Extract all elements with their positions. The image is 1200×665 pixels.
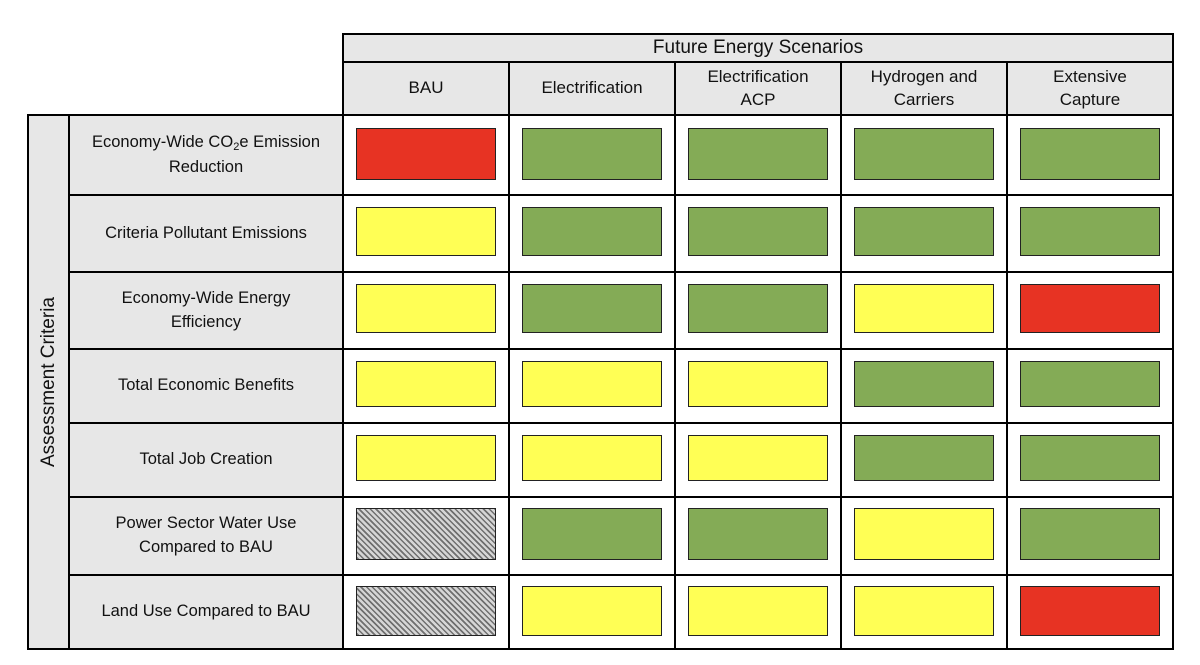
- scenario-header-electrification: Electrification: [508, 61, 676, 116]
- rating-swatch-yellow: [356, 361, 496, 407]
- rating-cell-r3-bau: [342, 271, 510, 350]
- rating-cell-r5-electrification: [508, 422, 676, 498]
- criterion-label-energy-efficiency: Economy-Wide Energy Efficiency: [68, 271, 344, 350]
- rating-cell-r7-extensive-capture: [1006, 574, 1174, 650]
- criterion-text: Economy-Wide CO2e Emission Reduction: [91, 132, 321, 176]
- rating-swatch-green: [522, 207, 662, 256]
- scenario-label: BAU: [408, 78, 444, 98]
- rating-cell-r6-electrification-acp: [674, 496, 842, 576]
- rating-cell-r3-hydrogen-and-carriers: [840, 271, 1008, 350]
- scenario-label: Electrification ACP: [707, 66, 809, 109]
- rating-swatch-green: [522, 284, 662, 333]
- rating-cell-r7-hydrogen-and-carriers: [840, 574, 1008, 650]
- rating-swatch-red: [356, 128, 496, 180]
- rating-cell-r3-electrification-acp: [674, 271, 842, 350]
- scenario-label: Hydrogen and Carriers: [870, 66, 978, 109]
- header-title: Future Energy Scenarios: [652, 37, 864, 58]
- rating-cell-r3-electrification: [508, 271, 676, 350]
- axis-label-text: Assessment Criteria: [37, 297, 59, 467]
- rating-swatch-yellow: [356, 284, 496, 333]
- rating-cell-r5-electrification-acp: [674, 422, 842, 498]
- rating-swatch-green: [1020, 508, 1160, 560]
- rating-cell-r4-hydrogen-and-carriers: [840, 348, 1008, 424]
- rating-swatch-green: [854, 128, 994, 180]
- scenario-header-electrification-acp: Electrification ACP: [674, 61, 842, 116]
- rating-cell-r7-electrification: [508, 574, 676, 650]
- rating-cell-r1-bau: [342, 114, 510, 196]
- criterion-label-economic-benefits: Total Economic Benefits: [68, 348, 344, 424]
- rating-swatch-green: [1020, 361, 1160, 407]
- rating-swatch-hatch: [356, 586, 496, 636]
- rating-cell-r2-bau: [342, 194, 510, 273]
- scenario-header-bau: BAU: [342, 61, 510, 116]
- rating-cell-r4-extensive-capture: [1006, 348, 1174, 424]
- rating-swatch-yellow: [522, 435, 662, 481]
- rating-swatch-green: [522, 508, 662, 560]
- rating-cell-r7-electrification-acp: [674, 574, 842, 650]
- rating-swatch-yellow: [356, 435, 496, 481]
- rating-swatch-green: [1020, 435, 1160, 481]
- criterion-label-water-use: Power Sector Water Use Compared to BAU: [68, 496, 344, 576]
- rating-swatch-yellow: [522, 586, 662, 636]
- rating-cell-r2-electrification-acp: [674, 194, 842, 273]
- scenario-label: Extensive Capture: [1053, 66, 1127, 109]
- rating-swatch-green: [854, 361, 994, 407]
- rating-swatch-yellow: [688, 435, 828, 481]
- scenario-header-hydrogen-and-carriers: Hydrogen and Carriers: [840, 61, 1008, 116]
- rating-cell-r1-electrification: [508, 114, 676, 196]
- future-energy-scenarios-header: Future Energy Scenarios: [342, 33, 1174, 63]
- criterion-text: Total Job Creation: [139, 450, 273, 469]
- criterion-label-land-use: Land Use Compared to BAU: [68, 574, 344, 650]
- criterion-text: Total Economic Benefits: [117, 376, 295, 395]
- rating-swatch-green: [522, 128, 662, 180]
- rating-cell-r5-extensive-capture: [1006, 422, 1174, 498]
- rating-cell-r4-electrification: [508, 348, 676, 424]
- criterion-text: Economy-Wide Energy Efficiency: [121, 288, 291, 331]
- assessment-criteria-axis-label: Assessment Criteria: [27, 114, 70, 650]
- rating-cell-r4-bau: [342, 348, 510, 424]
- rating-swatch-green: [688, 284, 828, 333]
- criterion-label-criteria-pollutant: Criteria Pollutant Emissions: [68, 194, 344, 273]
- rating-swatch-green: [854, 435, 994, 481]
- rating-cell-r3-extensive-capture: [1006, 271, 1174, 350]
- rating-cell-r1-electrification-acp: [674, 114, 842, 196]
- criterion-label-emission-reduction: Economy-Wide CO2e Emission Reduction: [68, 114, 344, 196]
- rating-swatch-yellow: [854, 508, 994, 560]
- rating-swatch-yellow: [688, 361, 828, 407]
- rating-swatch-green: [688, 508, 828, 560]
- rating-cell-r2-electrification: [508, 194, 676, 273]
- criterion-text: Criteria Pollutant Emissions: [105, 223, 307, 242]
- rating-cell-r6-extensive-capture: [1006, 496, 1174, 576]
- rating-swatch-yellow: [522, 361, 662, 407]
- rating-cell-r1-hydrogen-and-carriers: [840, 114, 1008, 196]
- rating-cell-r5-hydrogen-and-carriers: [840, 422, 1008, 498]
- scenario-header-extensive-capture: Extensive Capture: [1006, 61, 1174, 116]
- criterion-label-job-creation: Total Job Creation: [68, 422, 344, 498]
- rating-swatch-yellow: [356, 207, 496, 256]
- rating-cell-r7-bau: [342, 574, 510, 650]
- rating-swatch-green: [1020, 207, 1160, 256]
- rating-swatch-yellow: [854, 284, 994, 333]
- rating-cell-r6-hydrogen-and-carriers: [840, 496, 1008, 576]
- rating-swatch-yellow: [688, 586, 828, 636]
- rating-swatch-green: [1020, 128, 1160, 180]
- rating-cell-r2-hydrogen-and-carriers: [840, 194, 1008, 273]
- scenario-label: Electrification: [541, 78, 643, 98]
- criterion-text: Land Use Compared to BAU: [101, 602, 311, 621]
- rating-swatch-red: [1020, 284, 1160, 333]
- rating-cell-r5-bau: [342, 422, 510, 498]
- rating-swatch-red: [1020, 586, 1160, 636]
- rating-swatch-yellow: [854, 586, 994, 636]
- criterion-text: Power Sector Water Use Compared to BAU: [115, 514, 297, 556]
- rating-swatch-green: [854, 207, 994, 256]
- rating-swatch-green: [688, 207, 828, 256]
- rating-cell-r6-electrification: [508, 496, 676, 576]
- rating-swatch-hatch: [356, 508, 496, 560]
- rating-cell-r1-extensive-capture: [1006, 114, 1174, 196]
- rating-cell-r4-electrification-acp: [674, 348, 842, 424]
- rating-cell-r6-bau: [342, 496, 510, 576]
- rating-swatch-green: [688, 128, 828, 180]
- rating-cell-r2-extensive-capture: [1006, 194, 1174, 273]
